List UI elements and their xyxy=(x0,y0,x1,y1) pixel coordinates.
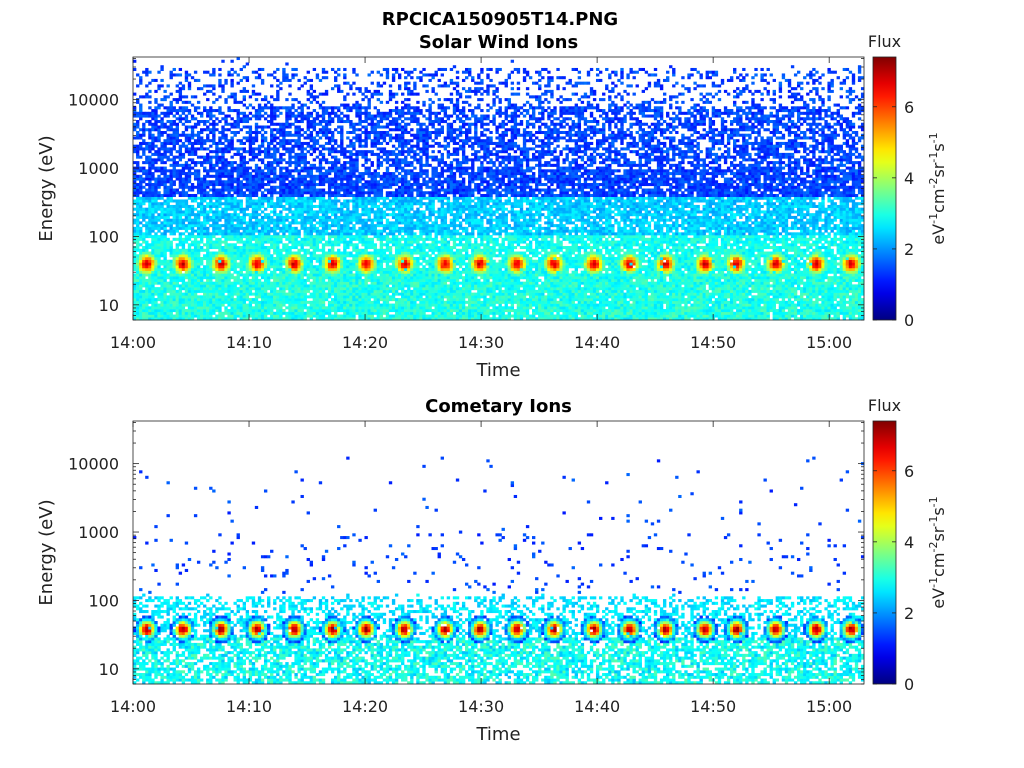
colorbar-title: Flux xyxy=(868,32,901,51)
heatmap-cells xyxy=(133,456,865,685)
panel-title: Solar Wind Ions xyxy=(419,32,578,53)
colorbar-tick-label: 0 xyxy=(904,311,914,330)
colorbar-tick-label: 6 xyxy=(904,462,914,481)
colorbar-unit-label: eV-1cm-2sr-1s-1 xyxy=(927,132,948,244)
x-tick-label: 14:30 xyxy=(458,333,504,352)
y-tick-label: 10 xyxy=(99,296,119,315)
x-tick-label: 14:40 xyxy=(574,333,620,352)
y-axis-label: Energy (eV) xyxy=(36,135,57,241)
x-tick-label: 14:00 xyxy=(110,333,156,352)
heatmap-cells xyxy=(133,57,865,321)
x-tick-label: 14:20 xyxy=(342,333,388,352)
colorbar-tick-label: 0 xyxy=(904,675,914,694)
panel-cometary-ions: 14:00 14:10 14:20 14:30 14:40 14:50 15:00 10 100… xyxy=(36,396,948,745)
x-tick-label: 14:10 xyxy=(226,697,272,716)
panel-title: Cometary Ions xyxy=(425,396,572,417)
y-tick-label: 10 xyxy=(99,660,119,679)
x-tick-label: 14:00 xyxy=(110,697,156,716)
colorbar xyxy=(872,420,897,685)
colorbar-tick-label: 4 xyxy=(904,533,914,552)
colorbar-tick-label: 2 xyxy=(904,604,914,623)
x-tick-label: 14:30 xyxy=(458,697,504,716)
colorbar-tick-label: 2 xyxy=(904,240,914,259)
figure-title: RPCICA150905T14.PNG xyxy=(382,9,618,30)
x-axis-label: Time xyxy=(475,360,520,381)
y-tick-label: 1000 xyxy=(78,159,119,178)
x-tick-label: 14:50 xyxy=(690,697,736,716)
colorbar-tick-label: 6 xyxy=(904,98,914,117)
colorbar-title: Flux xyxy=(868,396,901,415)
x-tick-label: 14:10 xyxy=(226,333,272,352)
x-tick-label: 15:00 xyxy=(806,697,852,716)
y-tick-label: 10000 xyxy=(68,455,119,474)
panel-solar-wind-ions: 14:00 14:10 14:20 14:30 14:40 14:50 15:00 10 100… xyxy=(36,32,948,381)
colorbar-tick-label: 4 xyxy=(904,169,914,188)
y-tick-label: 1000 xyxy=(78,523,119,542)
y-axis-label: Energy (eV) xyxy=(36,499,57,605)
x-tick-label: 14:40 xyxy=(574,697,620,716)
x-axis-label: Time xyxy=(475,724,520,745)
x-tick-label: 14:50 xyxy=(690,333,736,352)
colorbar-unit-label: eV-1cm-2sr-1s-1 xyxy=(927,496,948,608)
y-tick-label: 100 xyxy=(88,227,119,246)
colorbar xyxy=(872,56,897,321)
x-tick-label: 14:20 xyxy=(342,697,388,716)
y-tick-label: 100 xyxy=(88,591,119,610)
y-tick-label: 10000 xyxy=(68,91,119,110)
x-tick-label: 15:00 xyxy=(806,333,852,352)
